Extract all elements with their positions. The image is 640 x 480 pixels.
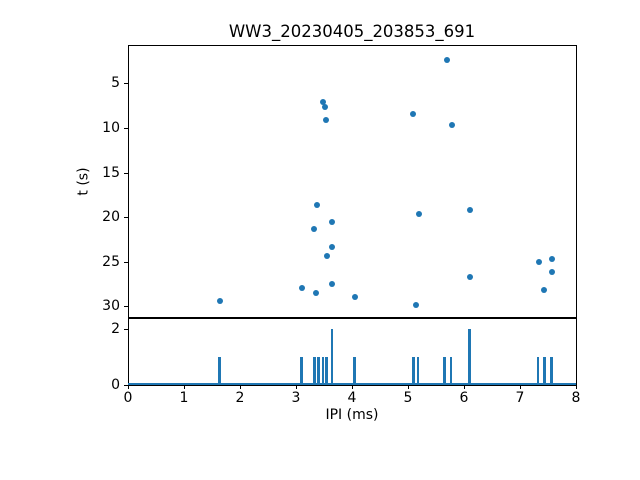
x-tick [576, 385, 577, 389]
x-tick [520, 385, 521, 389]
scatter-y-tick-label: 10 [102, 119, 120, 136]
scatter-y-tick-label: 25 [102, 253, 120, 270]
histogram-bar [412, 357, 415, 385]
x-axis-label: IPI (ms) [325, 407, 379, 423]
scatter-point [449, 122, 456, 129]
scatter-y-tick-label: 20 [102, 209, 120, 226]
histogram-bar [536, 357, 540, 385]
x-tick [352, 385, 353, 389]
scatter-y-tick [124, 217, 128, 219]
hist-y-tick-label: 2 [111, 321, 120, 338]
histogram-bar [330, 329, 334, 385]
histogram-bar [313, 357, 316, 385]
histogram-bar [449, 357, 453, 385]
scatter-point [536, 258, 543, 265]
hist-y-tick [124, 385, 128, 386]
histogram-bar [543, 357, 546, 385]
x-tick-label: 1 [179, 390, 189, 406]
scatter-y-tick [124, 306, 128, 308]
x-tick [296, 385, 297, 389]
histogram-bar [468, 329, 471, 385]
x-tick [464, 385, 465, 389]
histogram-bar [416, 357, 420, 385]
histogram-bar [321, 357, 325, 385]
x-tick [240, 385, 241, 389]
scatter-point [412, 302, 419, 309]
x-tick [184, 385, 185, 389]
histogram-bar [300, 357, 303, 385]
histogram-baseline [128, 383, 576, 385]
x-tick-label: 3 [291, 390, 301, 406]
hist-y-tick [124, 329, 128, 331]
scatter-point [467, 273, 474, 280]
scatter-point [319, 99, 326, 106]
scatter-y-tick-label: 5 [111, 75, 120, 92]
histogram-bar [443, 357, 446, 385]
scatter-point [548, 256, 555, 263]
scatter-y-tick [124, 172, 128, 174]
x-tick-label: 0 [123, 390, 133, 406]
hist-y-tick-label: 0 [111, 377, 120, 393]
scatter-panel [128, 45, 577, 318]
scatter-point [548, 269, 555, 276]
histogram-bar [317, 357, 320, 385]
scatter-point [322, 104, 329, 111]
scatter-point [329, 281, 336, 287]
scatter-point [351, 294, 358, 301]
scatter-point [416, 210, 423, 217]
scatter-point [313, 289, 320, 296]
x-tick-label: 2 [235, 390, 245, 406]
scatter-point [410, 110, 417, 117]
x-tick [128, 385, 129, 389]
scatter-point [328, 219, 335, 226]
scatter-point [467, 206, 474, 213]
scatter-point [216, 297, 223, 304]
scatter-point [323, 253, 330, 260]
scatter-point [443, 57, 450, 64]
chart-title: WW3_20230405_203853_691 [228, 22, 476, 41]
histogram-bar [324, 357, 328, 385]
scatter-point [323, 116, 330, 123]
scatter-point [328, 244, 335, 251]
scatter-y-tick [124, 83, 128, 85]
scatter-point [541, 287, 548, 294]
histogram-bar [352, 357, 356, 385]
x-tick-label: 8 [571, 390, 581, 406]
x-tick-label: 7 [515, 390, 525, 406]
x-tick-label: 5 [403, 390, 413, 406]
scatter-y-tick [124, 127, 128, 129]
x-tick [408, 385, 409, 389]
histogram-bar [217, 357, 221, 385]
y-axis-label: t (s) [75, 167, 92, 196]
x-tick-label: 4 [347, 390, 357, 406]
scatter-point [314, 201, 321, 208]
scatter-point [298, 284, 305, 291]
x-tick-label: 6 [459, 390, 469, 406]
scatter-point [310, 225, 317, 232]
scatter-y-tick-label: 30 [102, 298, 120, 315]
histogram-panel [128, 318, 577, 386]
scatter-y-tick-label: 15 [102, 164, 120, 181]
scatter-y-tick [124, 261, 128, 263]
histogram-bar [550, 357, 553, 385]
